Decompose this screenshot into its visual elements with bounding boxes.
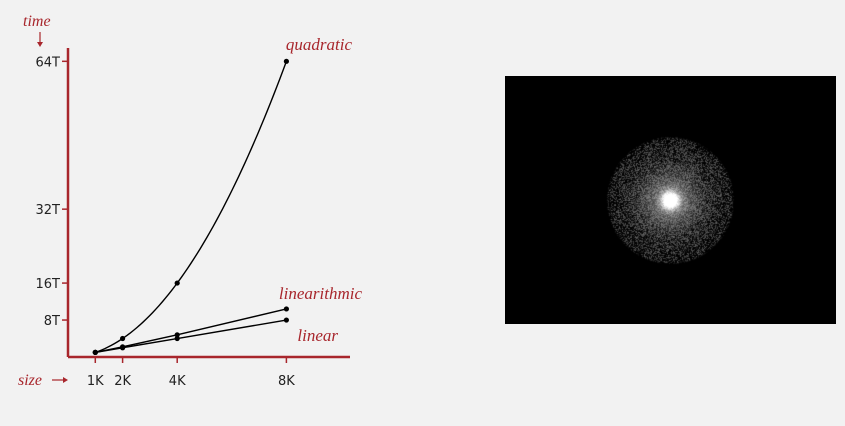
y-axis-label-arrowhead bbox=[37, 42, 43, 47]
x-tick-label: 4K bbox=[169, 374, 186, 389]
data-point-quadratic bbox=[120, 335, 126, 342]
series-line-quadratic bbox=[95, 61, 288, 354]
data-point-linear bbox=[120, 345, 126, 351]
series-curves bbox=[95, 61, 288, 354]
series-label-linear: linear bbox=[297, 326, 338, 345]
growth-chart: time size 8T 16T 32T 64T 1K 2K 4K 8K quadratic l… bbox=[18, 13, 363, 389]
data-point-quadratic bbox=[174, 280, 180, 286]
series-label-quadratic: quadratic bbox=[286, 35, 353, 54]
y-tick-label: 64T bbox=[36, 55, 61, 70]
x-axis-label: size bbox=[18, 372, 42, 389]
data-point-linear bbox=[283, 317, 289, 323]
x-tick-label: 1K bbox=[87, 374, 104, 389]
radial-glow-image bbox=[505, 76, 836, 324]
data-point-linearithmic bbox=[174, 332, 180, 338]
data-point-quadratic bbox=[283, 58, 289, 64]
series-label-linearithmic: linearithmic bbox=[279, 284, 363, 303]
y-axis-label: time bbox=[23, 13, 51, 30]
y-tick-label: 8T bbox=[44, 314, 60, 329]
series-labels: quadratic linearithmic linear bbox=[279, 35, 363, 345]
y-tick-label: 32T bbox=[36, 203, 61, 218]
x-axis-label-arrowhead bbox=[63, 377, 68, 383]
series-line-linear bbox=[95, 319, 287, 354]
x-tick-label: 8K bbox=[278, 374, 295, 389]
chart-axes: time size bbox=[18, 13, 350, 389]
x-tick-label: 2K bbox=[114, 374, 131, 389]
series-points bbox=[92, 58, 289, 355]
axis-ticks: 8T 16T 32T 64T 1K 2K 4K 8K bbox=[36, 55, 296, 389]
data-point-linear bbox=[174, 335, 180, 342]
y-tick-label: 16T bbox=[36, 277, 61, 292]
data-point-linearithmic bbox=[283, 306, 289, 312]
data-point-linear bbox=[92, 349, 98, 355]
glow-canvas bbox=[505, 76, 836, 324]
